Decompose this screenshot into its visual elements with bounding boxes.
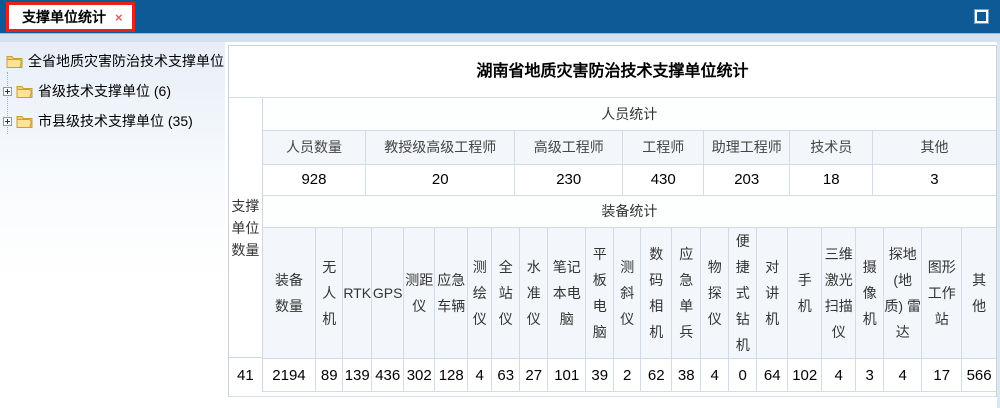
equipment-column-header: 对 讲 机 [756, 227, 789, 359]
unit-tree: 全省地质灾害防治技术支撑单位 省级技术支撑单位 (6) 市县级技术支撑单位 (35… [0, 42, 225, 408]
equipment-value: 4 [883, 358, 923, 392]
equipment-section-header: 装备统计 [262, 195, 996, 228]
personnel-section-header: 人员统计 [262, 98, 996, 131]
equipment-value: 63 [491, 358, 521, 392]
equipment-value: 4 [821, 358, 857, 392]
equipment-value: 566 [961, 358, 996, 392]
tab-support-unit-stats[interactable]: 支撑单位统计 × [6, 2, 135, 32]
equipment-column-header: 测 绘 仪 [467, 227, 493, 359]
personnel-table: 人员统计 人员数量 教授级高级工程师 高级工程师 工程师 助理工程师 技术员 其他 928 2… [262, 98, 996, 196]
equipment-column-header: RTK [342, 227, 373, 359]
equipment-value: 4 [467, 358, 493, 392]
equipment-column-header: 无 人 机 [315, 227, 344, 359]
equipment-value: 4 [700, 358, 730, 392]
tree-item-root[interactable]: 全省地质灾害防治技术支撑单位 [0, 46, 225, 76]
equipment-column-header: 测距 仪 [403, 227, 436, 359]
equipment-value: 436 [371, 358, 405, 392]
tab-close-icon[interactable]: × [115, 9, 123, 25]
equipment-column-header: 装备 数量 [262, 227, 317, 359]
personnel-column-header: 技术员 [789, 129, 874, 165]
folder-icon [16, 84, 33, 98]
equipment-value: 302 [403, 358, 436, 392]
main-content: 全省地质灾害防治技术支撑单位 省级技术支撑单位 (6) 市县级技术支撑单位 (35… [0, 42, 1000, 408]
personnel-value: 230 [514, 163, 624, 196]
equipment-value: 17 [921, 358, 963, 392]
tree-item[interactable]: 省级技术支撑单位 (6) [0, 76, 225, 106]
equipment-value: 38 [671, 358, 702, 392]
personnel-value: 18 [789, 163, 874, 196]
table-row-stub [229, 392, 996, 397]
personnel-column-header: 工程师 [622, 129, 705, 165]
tree-item-label: 全省地质灾害防治技术支撑单位 [28, 53, 224, 69]
equipment-column-header: 探地 (地 质) 雷 达 [883, 227, 923, 359]
personnel-value: 3 [872, 163, 996, 196]
unit-count-header: 支撑 单位 数量 [231, 197, 260, 258]
equipment-value: 0 [728, 358, 758, 392]
equipment-value: 102 [787, 358, 823, 392]
equipment-column-header: 手 机 [787, 227, 823, 359]
tree-children: 省级技术支撑单位 (6) 市县级技术支撑单位 (35) [0, 76, 225, 136]
equipment-value: 128 [434, 358, 469, 392]
equipment-value: 2 [613, 358, 642, 392]
personnel-value: 203 [703, 163, 791, 196]
personnel-column-header: 其他 [872, 129, 996, 165]
equipment-column-header: 物 探 仪 [700, 227, 730, 359]
equipment-column-header: 测 斜 仪 [613, 227, 642, 359]
equipment-column-header: GPS [371, 227, 405, 359]
equipment-column-header: 便 捷 式 钻 机 [728, 227, 758, 359]
equipment-column-header: 水 准 仪 [519, 227, 549, 359]
tree-item-label: 市县级技术支撑单位 (35) [38, 113, 193, 129]
equipment-value: 89 [315, 358, 344, 392]
personnel-value: 928 [262, 163, 367, 196]
personnel-value: 20 [365, 163, 516, 196]
personnel-value: 430 [622, 163, 705, 196]
equipment-column-header: 平 板 电 脑 [585, 227, 615, 359]
tab-label: 支撑单位统计 [22, 9, 106, 25]
folder-icon [6, 54, 23, 68]
expand-icon[interactable] [3, 86, 12, 96]
equipment-column-header: 全 站 仪 [491, 227, 521, 359]
tree-item-label: 省级技术支撑单位 (6) [38, 83, 171, 99]
equipment-column-header: 应 急 单 兵 [671, 227, 702, 359]
personnel-column-header: 教授级高级工程师 [365, 129, 516, 165]
unit-count-column: 支撑 单位 数量 41 [229, 98, 263, 392]
equipment-value: 3 [855, 358, 885, 392]
equipment-column-header: 应急 车辆 [434, 227, 469, 359]
table-title: 湖南省地质灾害防治技术支撑单位统计 [229, 46, 996, 98]
equipment-value: 39 [585, 358, 615, 392]
equipment-column-header: 图形 工作 站 [921, 227, 963, 359]
tree-item[interactable]: 市县级技术支撑单位 (35) [0, 106, 225, 136]
equipment-column-header: 笔记 本电 脑 [547, 227, 587, 359]
stats-panel: 湖南省地质灾害防治技术支撑单位统计 支撑 单位 数量 41 人员统计 人员数量教… [228, 45, 997, 397]
equipment-value: 2194 [262, 358, 317, 392]
maximize-icon[interactable] [975, 10, 988, 23]
expand-icon[interactable] [3, 116, 12, 126]
equipment-column-header: 摄 像 机 [855, 227, 885, 359]
equipment-value: 64 [756, 358, 789, 392]
equipment-column-header: 三维 激光 扫描 仪 [821, 227, 857, 359]
equipment-table: 装备统计 装备 数量无 人 机 RTK GPS 测距 仪应急 车辆测 绘 仪全 站 仪… [262, 195, 996, 392]
personnel-column-header: 助理工程师 [703, 129, 791, 165]
tab-bar: 支撑单位统计 × [0, 0, 1000, 33]
equipment-column-header: 数 码 相 机 [640, 227, 673, 359]
equipment-column-header: 其 他 [961, 227, 996, 359]
personnel-column-header: 高级工程师 [514, 129, 624, 165]
folder-icon [16, 114, 33, 128]
equipment-value: 27 [519, 358, 549, 392]
equipment-value: 62 [640, 358, 673, 392]
tree-connector-line [7, 72, 8, 134]
equipment-value: 139 [342, 358, 373, 392]
tab-bar-divider [0, 33, 1000, 42]
right-edge-strip [997, 42, 1000, 408]
personnel-column-header: 人员数量 [262, 129, 367, 165]
equipment-value: 101 [547, 358, 587, 392]
unit-count-value: 41 [229, 357, 262, 392]
